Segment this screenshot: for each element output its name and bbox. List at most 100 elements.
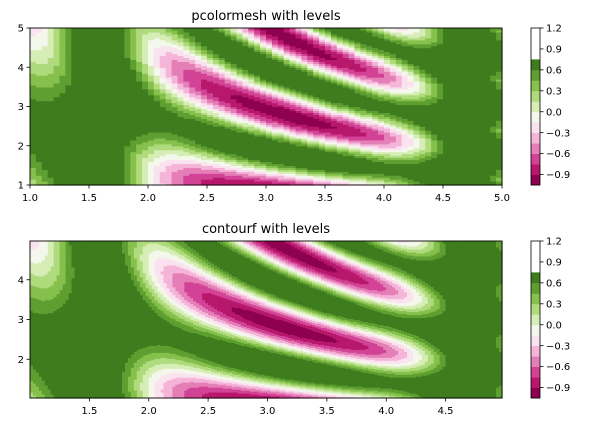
heatmap-cell (71, 61, 78, 64)
heatmap-cell (118, 167, 125, 170)
heatmap-cell (94, 104, 102, 108)
heatmap-cell (159, 179, 167, 182)
heatmap-cell (171, 73, 179, 76)
heatmap-cell (124, 43, 131, 47)
heatmap-cell (153, 106, 161, 110)
heatmap-cell (183, 124, 190, 127)
heatmap-cell (59, 67, 66, 70)
heatmap-cell (53, 79, 61, 82)
heatmap-cell (47, 112, 55, 115)
heatmap-cell (65, 33, 72, 37)
heatmap-cell (142, 88, 149, 92)
heatmap-cell (41, 173, 49, 176)
heatmap-cell (183, 128, 190, 131)
heatmap-cell (47, 133, 55, 137)
heatmap-cell (83, 151, 90, 155)
heatmap-cell (153, 80, 161, 84)
heatmap-cell (94, 143, 102, 147)
heatmap-cell (112, 183, 120, 186)
heatmap-cell (35, 35, 43, 39)
heatmap-cell (83, 141, 90, 145)
heatmap-cell (59, 84, 66, 88)
heatmap-cell (59, 110, 66, 113)
heatmap-cell (65, 98, 72, 102)
heatmap-cell (106, 149, 114, 153)
heatmap-cell (53, 92, 61, 96)
heatmap-cell (112, 151, 120, 155)
heatmap-cell (165, 94, 173, 98)
heatmap-cell (35, 124, 43, 127)
heatmap-cell (136, 157, 143, 161)
heatmap-cell (112, 71, 120, 74)
heatmap-cell (94, 29, 102, 33)
heatmap-cell (124, 165, 131, 168)
heatmap-cell (41, 31, 49, 35)
heatmap-cell (77, 65, 84, 68)
heatmap-cell (94, 153, 102, 157)
heatmap-cell (30, 145, 37, 149)
heatmap-cell (153, 122, 161, 125)
heatmap-cell (41, 94, 49, 98)
heatmap-cell (77, 55, 84, 59)
heatmap-cell (183, 108, 190, 112)
heatmap-cell (65, 183, 72, 186)
heatmap-cell (148, 139, 155, 143)
heatmap-cell (159, 51, 167, 55)
heatmap-cell (106, 155, 114, 159)
heatmap-cell (171, 128, 179, 131)
heatmap-cell (30, 161, 37, 165)
heatmap-cell (35, 112, 43, 115)
heatmap-cell (177, 128, 184, 131)
heatmap-cell (83, 171, 90, 174)
heatmap-cell (35, 49, 43, 53)
heatmap-cell (118, 51, 125, 55)
heatmap-cell (53, 47, 61, 51)
heatmap-cell (41, 177, 49, 180)
heatmap-cell (59, 126, 66, 129)
heatmap-cell (77, 108, 84, 112)
heatmap-cell (106, 116, 114, 119)
heatmap-cell (171, 82, 179, 86)
heatmap-cell (165, 57, 173, 60)
heatmap-cell (94, 177, 102, 180)
heatmap-cell (124, 92, 131, 96)
heatmap-cell (47, 181, 55, 184)
heatmap-cell (77, 33, 84, 37)
heatmap-cell (65, 171, 72, 174)
heatmap-cell (94, 35, 102, 39)
heatmap-cell (106, 153, 114, 157)
heatmap-cell (106, 39, 114, 43)
heatmap-cell (165, 159, 173, 163)
heatmap-cell (177, 141, 184, 145)
heatmap-cell (106, 181, 114, 184)
heatmap-cell (30, 28, 37, 31)
heatmap-cell (89, 143, 96, 147)
heatmap-cell (106, 53, 114, 57)
heatmap-cell (177, 122, 184, 125)
heatmap-cell (71, 147, 78, 151)
heatmap-cell (89, 116, 96, 119)
heatmap-cell (165, 173, 173, 176)
heatmap-cell (159, 165, 167, 168)
heatmap-cell (112, 55, 120, 59)
heatmap-cell (83, 145, 90, 149)
heatmap-cell (159, 143, 167, 147)
heatmap-cell (165, 69, 173, 72)
heatmap-cell (59, 132, 66, 135)
heatmap-cell (124, 183, 131, 186)
heatmap-cell (112, 177, 120, 180)
heatmap-cell (83, 135, 90, 139)
heatmap-cell (148, 51, 155, 55)
heatmap-cell (53, 143, 61, 147)
heatmap-cell (130, 122, 137, 125)
heatmap-cell (159, 137, 167, 141)
heatmap-cell (124, 135, 131, 139)
heatmap-cell (153, 35, 161, 39)
heatmap-cell (106, 77, 114, 80)
heatmap-cell (130, 132, 137, 135)
heatmap-cell (136, 128, 143, 131)
heatmap-cell (118, 29, 125, 33)
heatmap-cell (148, 33, 155, 37)
heatmap-cell (83, 94, 90, 98)
heatmap-cell (118, 110, 125, 113)
